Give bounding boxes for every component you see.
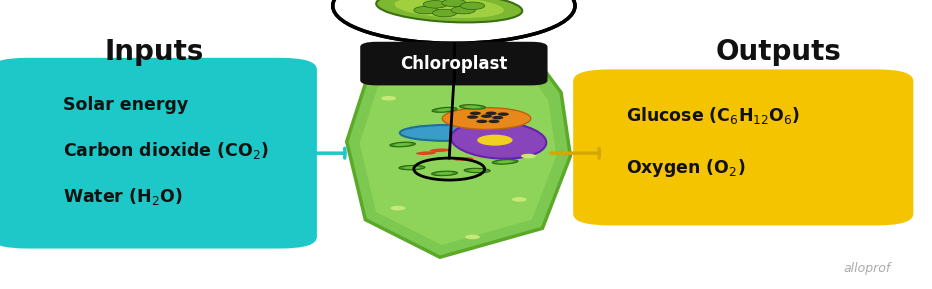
Ellipse shape [477,135,513,146]
Circle shape [476,120,487,123]
Circle shape [391,206,405,210]
Ellipse shape [377,0,522,23]
Ellipse shape [464,168,490,173]
Circle shape [442,0,466,7]
Circle shape [333,0,575,43]
Ellipse shape [497,160,514,163]
Ellipse shape [436,172,453,175]
Polygon shape [347,55,570,257]
Circle shape [460,2,485,10]
Ellipse shape [464,105,481,108]
Circle shape [486,112,497,115]
Text: Inputs: Inputs [104,38,203,66]
Circle shape [451,6,475,14]
Text: Chloroplast: Chloroplast [400,55,508,73]
Text: Carbon dioxide (CO$_2$): Carbon dioxide (CO$_2$) [63,140,269,161]
Circle shape [381,96,396,101]
Ellipse shape [432,171,458,176]
Ellipse shape [492,160,518,164]
Circle shape [492,116,503,119]
Ellipse shape [451,122,546,159]
Circle shape [414,6,438,14]
Circle shape [502,73,517,77]
Circle shape [498,112,509,116]
Circle shape [432,9,457,17]
FancyBboxPatch shape [360,42,547,86]
Text: Solar energy: Solar energy [63,96,188,114]
Circle shape [470,112,481,115]
Circle shape [488,120,500,123]
Text: Glucose (C$_6$H$_{12}$O$_6$): Glucose (C$_6$H$_{12}$O$_6$) [626,105,801,126]
FancyBboxPatch shape [0,58,317,249]
Ellipse shape [394,0,504,18]
Ellipse shape [432,107,457,112]
Text: Water (H$_2$O): Water (H$_2$O) [63,186,183,207]
Text: Outputs: Outputs [715,38,842,66]
FancyBboxPatch shape [573,69,913,225]
Ellipse shape [459,105,486,109]
Ellipse shape [390,142,416,147]
Circle shape [512,197,527,202]
Circle shape [521,154,536,158]
Circle shape [467,115,478,119]
Ellipse shape [430,149,450,152]
Polygon shape [360,67,556,245]
Text: Oxygen (O$_2$): Oxygen (O$_2$) [626,158,746,179]
Ellipse shape [436,108,453,111]
Ellipse shape [399,165,425,170]
Text: alloprof: alloprof [843,262,890,275]
Circle shape [465,235,480,239]
Ellipse shape [469,169,486,172]
Ellipse shape [442,108,531,129]
Circle shape [481,114,492,118]
Circle shape [423,1,447,8]
Ellipse shape [453,157,473,161]
Ellipse shape [394,143,411,146]
Ellipse shape [416,151,436,155]
Ellipse shape [400,125,493,141]
Ellipse shape [404,166,420,169]
